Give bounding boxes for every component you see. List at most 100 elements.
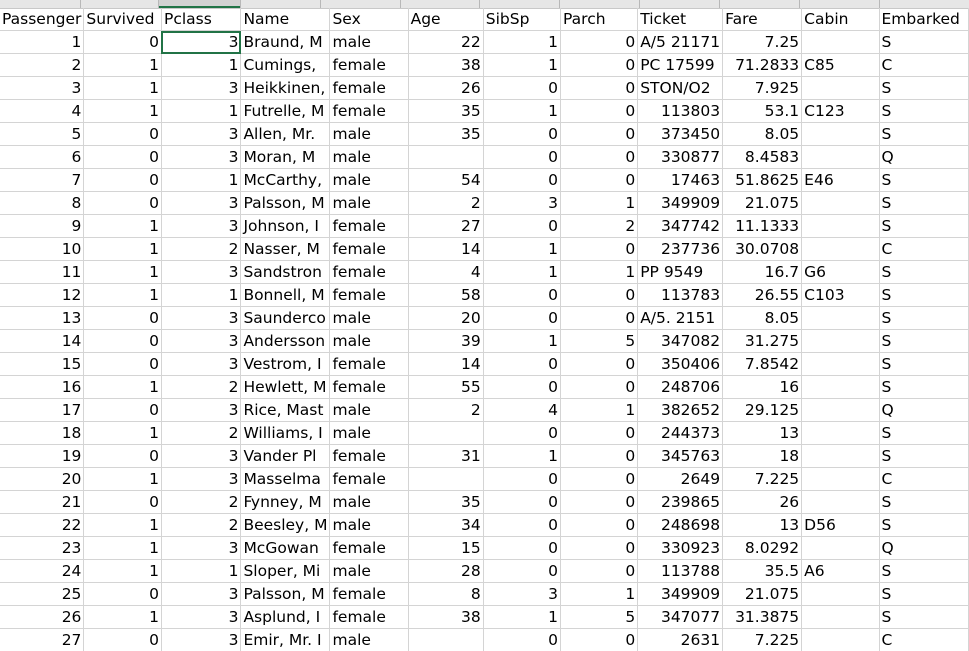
cell-name[interactable]: Heikkinen, [240,76,331,100]
cell-embarked[interactable]: S [879,76,969,100]
header-cell-pclass[interactable]: Pclass [161,8,242,31]
cell-age[interactable]: 35 [408,490,484,514]
cell-ticket[interactable]: PC 17599 [637,53,724,77]
cell-sibsp[interactable]: 1 [483,260,562,284]
cell-sibsp[interactable]: 0 [483,306,562,330]
cell-name[interactable]: Futrelle, M [240,99,331,123]
cell-sex[interactable]: female [329,283,409,307]
cell-fare[interactable]: 31.3875 [722,605,803,629]
cell-parch[interactable]: 5 [560,329,639,353]
cell-sibsp[interactable]: 0 [483,467,562,491]
cell-parch[interactable]: 2 [560,214,639,238]
cell-cabin[interactable] [801,605,880,629]
cell-cabin[interactable] [801,398,880,422]
cell-age[interactable]: 55 [408,375,484,399]
cell-sex[interactable]: male [329,628,409,651]
cell-parch[interactable]: 0 [560,76,639,100]
cell-survived[interactable]: 1 [83,260,162,284]
cell-cabin[interactable]: C103 [801,283,880,307]
cell-name[interactable]: Asplund, I [240,605,331,629]
cell-ticket[interactable]: 244373 [637,421,724,445]
cell-passenger-id[interactable]: 5 [0,122,85,146]
cell-sex[interactable]: female [329,352,409,376]
cell-sex[interactable]: female [329,76,409,100]
header-cell-parch[interactable]: Parch [560,8,639,31]
cell-embarked[interactable]: S [879,559,969,583]
cell-embarked[interactable]: C [879,628,969,651]
cell-embarked[interactable]: Q [879,536,969,560]
cell-cabin[interactable] [801,467,880,491]
cell-survived[interactable]: 0 [83,168,162,192]
cell-ticket[interactable]: PP 9549 [637,260,724,284]
cell-ticket[interactable]: 113803 [637,99,724,123]
cell-passenger-id[interactable]: 17 [0,398,85,422]
cell-fare[interactable]: 16 [722,375,803,399]
cell-age[interactable]: 8 [408,582,484,606]
cell-passenger-id[interactable]: 27 [0,628,85,651]
header-cell-name[interactable]: Name [240,8,331,31]
cell-survived[interactable]: 0 [83,145,162,169]
cell-passenger-id[interactable]: 1 [0,30,85,54]
cell-age[interactable]: 2 [408,398,484,422]
cell-embarked[interactable]: S [879,122,969,146]
cell-sex[interactable]: female [329,444,409,468]
cell-cabin[interactable] [801,76,880,100]
cell-survived[interactable]: 0 [83,628,162,651]
cell-ticket[interactable]: 239865 [637,490,724,514]
column-divider[interactable] [559,0,560,8]
cell-age[interactable]: 14 [408,352,484,376]
cell-sex[interactable]: male [329,421,409,445]
cell-ticket[interactable]: 349909 [637,582,724,606]
cell-embarked[interactable]: Q [879,145,969,169]
cell-age[interactable]: 27 [408,214,484,238]
cell-age[interactable]: 14 [408,237,484,261]
column-divider[interactable] [80,0,81,8]
cell-sex[interactable]: male [329,329,409,353]
cell-cabin[interactable] [801,582,880,606]
cell-sex[interactable]: female [329,582,409,606]
cell-ticket[interactable]: 2631 [637,628,724,651]
cell-survived[interactable]: 1 [83,283,162,307]
cell-age[interactable]: 35 [408,122,484,146]
cell-pclass[interactable]: 3 [161,398,242,422]
cell-passenger-id[interactable]: 11 [0,260,85,284]
cell-name[interactable]: Allen, Mr. [240,122,331,146]
cell-cabin[interactable] [801,490,880,514]
cell-pclass[interactable]: 3 [161,260,242,284]
column-divider[interactable] [639,0,640,8]
cell-survived[interactable]: 1 [83,605,162,629]
cell-sibsp[interactable]: 0 [483,76,562,100]
cell-passenger-id[interactable]: 24 [0,559,85,583]
cell-name[interactable]: Nasser, M [240,237,331,261]
cell-fare[interactable]: 26 [722,490,803,514]
cell-embarked[interactable]: C [879,467,969,491]
cell-survived[interactable]: 1 [83,421,162,445]
cell-fare[interactable]: 16.7 [722,260,803,284]
cell-pclass[interactable]: 3 [161,214,242,238]
cell-survived[interactable]: 1 [83,237,162,261]
cell-embarked[interactable]: S [879,375,969,399]
cell-sibsp[interactable]: 1 [483,53,562,77]
cell-sex[interactable]: female [329,53,409,77]
cell-passenger-id[interactable]: 7 [0,168,85,192]
cell-embarked[interactable]: S [879,99,969,123]
cell-parch[interactable]: 0 [560,53,639,77]
cell-fare[interactable]: 21.075 [722,582,803,606]
column-divider[interactable] [479,0,480,8]
cell-cabin[interactable]: A6 [801,559,880,583]
cell-pclass[interactable]: 3 [161,605,242,629]
cell-sibsp[interactable]: 3 [483,582,562,606]
cell-sex[interactable]: female [329,375,409,399]
cell-passenger-id[interactable]: 4 [0,99,85,123]
header-cell-cabin[interactable]: Cabin [801,8,880,31]
cell-name[interactable]: Palsson, M [240,582,331,606]
cell-cabin[interactable] [801,122,880,146]
cell-survived[interactable]: 1 [83,214,162,238]
cell-parch[interactable]: 0 [560,421,639,445]
cell-ticket[interactable]: 2649 [637,467,724,491]
cell-survived[interactable]: 1 [83,53,162,77]
cell-sex[interactable]: female [329,214,409,238]
cell-pclass[interactable]: 2 [161,421,242,445]
cell-fare[interactable]: 29.125 [722,398,803,422]
cell-parch[interactable]: 0 [560,122,639,146]
